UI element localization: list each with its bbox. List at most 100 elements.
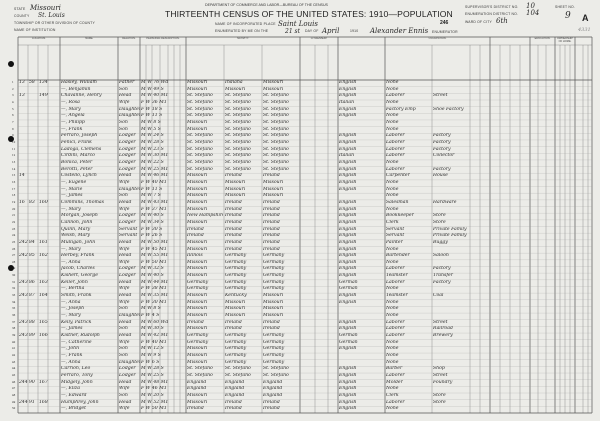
table-cell: English xyxy=(339,173,357,179)
table-cell: 90 xyxy=(29,379,35,385)
table-cell: F W 30 S xyxy=(141,226,163,232)
table-cell: Kelly, Patrick xyxy=(61,319,92,325)
table-cell xyxy=(433,100,489,107)
table-cell: Head xyxy=(119,319,132,325)
table-cell: St. Stefano xyxy=(187,93,213,99)
table-cell: Ireland xyxy=(225,199,242,205)
table-cell: Illinois xyxy=(187,253,203,259)
table-cell: —, Anna xyxy=(61,259,81,265)
line-number: 8 xyxy=(12,127,14,131)
line-number: 24 xyxy=(12,234,16,238)
table-cell: Son xyxy=(119,353,128,359)
table-cell xyxy=(29,313,38,320)
table-cell: 86 xyxy=(29,279,35,285)
table-cell: Factory xyxy=(433,146,451,152)
table-cell: Italian xyxy=(339,99,355,105)
table-cell: None xyxy=(386,119,399,125)
table-cell: Ireland xyxy=(263,399,280,405)
table-cell: English xyxy=(339,253,357,259)
table-cell xyxy=(39,160,48,167)
table-cell: St. Stefano xyxy=(225,119,251,125)
table-cell xyxy=(29,353,38,360)
table-cell: Son xyxy=(119,86,128,92)
table-cell: Missouri xyxy=(187,179,208,185)
table-cell: Cannon, John xyxy=(61,219,93,225)
line-number: 2 xyxy=(12,87,14,91)
column-group-header: NATIVITY. xyxy=(237,37,249,40)
table-cell: Keller, John xyxy=(61,279,88,285)
line-number: 6 xyxy=(12,114,14,118)
table-cell: Ireland xyxy=(263,213,280,219)
line-number: 32 xyxy=(12,287,16,291)
table-cell: Germany xyxy=(187,339,209,345)
table-cell: Store xyxy=(433,399,446,405)
table-cell xyxy=(29,167,38,174)
column-group-header: LOCATION. xyxy=(32,37,46,40)
ward-label: WARD OF CITY xyxy=(465,20,492,24)
table-cell: Ireland xyxy=(187,233,204,239)
table-cell: Missouri xyxy=(187,306,208,312)
table-cell xyxy=(19,366,28,373)
table-cell: England xyxy=(263,379,283,385)
table-cell: Laborer xyxy=(386,166,405,172)
table-cell: Head xyxy=(119,93,132,99)
table-cell: Painter xyxy=(386,239,403,245)
table-cell: Laborer xyxy=(386,279,405,285)
table-cell xyxy=(29,173,38,180)
table-cell xyxy=(39,386,48,393)
table-cell: F W 36 M1 xyxy=(141,99,167,105)
table-cell: Ireland xyxy=(225,226,242,232)
table-cell xyxy=(19,340,28,347)
table-cell: Teamster xyxy=(386,293,408,299)
table-cell: Germany xyxy=(225,333,247,339)
table-cell: 2430 xyxy=(19,279,28,285)
line-number: 9 xyxy=(12,133,18,140)
table-cell: Store xyxy=(433,213,446,219)
table-cell: M W 40 S xyxy=(141,273,164,279)
place-value: Saint Louis xyxy=(278,20,318,28)
table-cell: Cirdini, Marco xyxy=(61,153,95,159)
table-cell: Fenici, Frank xyxy=(61,139,92,145)
table-cell: M W 9 S xyxy=(141,353,161,359)
institution-label: NAME OF INSTITUTION xyxy=(14,28,56,32)
table-cell: Missouri xyxy=(187,186,208,192)
table-cell: Factory xyxy=(433,166,451,172)
table-cell: St. Stefano xyxy=(225,139,251,145)
table-cell: Son xyxy=(119,119,128,125)
table-cell: Ireland xyxy=(263,319,280,325)
line-number: 11 xyxy=(12,147,16,151)
table-cell xyxy=(29,160,38,167)
enumerator-name: Alexander Ennis xyxy=(370,27,429,35)
table-cell: M W 42 M1 xyxy=(141,333,169,339)
table-cell: St. Stefano xyxy=(187,153,213,159)
table-cell xyxy=(29,127,38,134)
table-cell: M W 60 Wd xyxy=(141,319,169,325)
table-cell: English xyxy=(339,213,357,219)
table-cell: St. Stefano xyxy=(187,133,213,139)
table-cell: Teamster xyxy=(386,273,408,279)
table-cell: Ireland xyxy=(263,406,280,412)
table-cell: None xyxy=(386,193,399,199)
table-cell: Ireland xyxy=(225,213,242,219)
table-cell: Chavanne, Henry xyxy=(61,93,102,99)
table-cell xyxy=(19,373,28,380)
table-cell: Missouri xyxy=(225,186,246,192)
table-cell xyxy=(19,273,28,280)
line-number: 16 xyxy=(12,180,16,184)
punch-hole xyxy=(8,61,14,67)
table-cell: Molder xyxy=(386,379,403,385)
table-cell xyxy=(339,353,385,360)
table-cell xyxy=(29,133,38,140)
table-cell: F W 18 S xyxy=(141,106,163,112)
table-cell: Head xyxy=(119,239,132,245)
table-cell: Germany xyxy=(187,279,209,285)
table-cell: Railroad xyxy=(433,326,453,332)
table-cell: German xyxy=(339,279,358,285)
table-cell: Ireland xyxy=(263,226,280,232)
line-number: 30 xyxy=(12,274,16,278)
table-cell: Missouri xyxy=(225,313,246,319)
table-cell: St. Stefano xyxy=(225,106,251,112)
table-cell xyxy=(19,167,28,174)
table-cell: M W 52 M1 xyxy=(141,399,169,405)
table-cell: Jacob, Charles xyxy=(61,266,95,272)
